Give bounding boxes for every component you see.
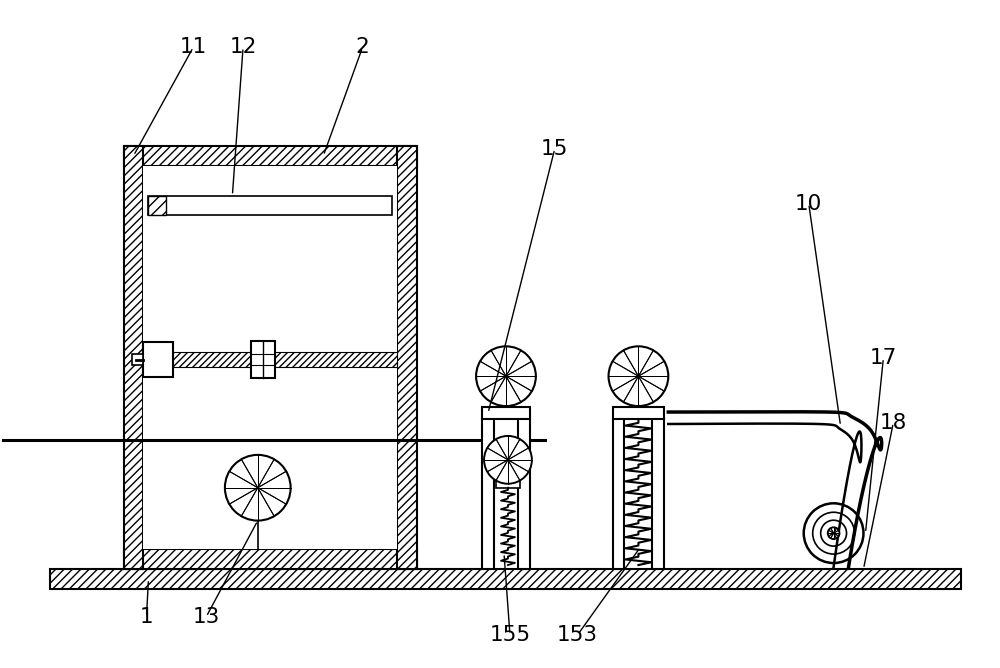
Text: 155: 155 (489, 625, 531, 645)
Bar (132, 353, 143, 365)
Text: 18: 18 (880, 413, 907, 433)
Bar (148, 196, 166, 216)
Bar (143, 166, 397, 549)
Bar (124, 549, 417, 569)
Bar (124, 146, 417, 166)
Circle shape (484, 436, 532, 484)
Bar (50, 569, 961, 589)
Text: 13: 13 (193, 607, 220, 627)
Bar (397, 146, 417, 569)
Text: 11: 11 (180, 37, 207, 57)
Text: 1: 1 (140, 607, 153, 627)
Text: 15: 15 (541, 139, 568, 159)
Circle shape (609, 346, 668, 406)
Bar (482, 418, 494, 569)
Bar (251, 341, 275, 379)
Bar (613, 407, 664, 419)
Bar (652, 418, 664, 569)
Bar (148, 196, 392, 216)
Circle shape (476, 346, 536, 406)
Bar (518, 418, 530, 569)
Bar (143, 341, 173, 377)
Bar (124, 146, 143, 569)
Circle shape (828, 528, 839, 538)
Bar (613, 418, 624, 569)
Bar (482, 407, 530, 419)
Circle shape (225, 455, 291, 520)
Text: 10: 10 (795, 194, 822, 214)
Text: 2: 2 (356, 37, 369, 57)
Bar (496, 476, 520, 488)
Text: 153: 153 (557, 625, 598, 645)
Text: 12: 12 (229, 37, 257, 57)
Text: 17: 17 (870, 348, 897, 368)
Bar (173, 351, 397, 367)
